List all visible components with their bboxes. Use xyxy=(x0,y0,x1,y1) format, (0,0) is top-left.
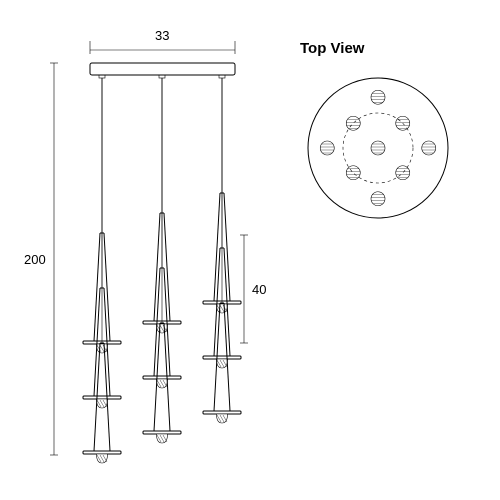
dim-pendant-label: 40 xyxy=(252,282,266,297)
dim-height-label: 200 xyxy=(24,252,46,267)
diagram-stage: 33 200 40 Top View xyxy=(0,0,500,500)
drawing-svg xyxy=(0,0,500,500)
dim-width-label: 33 xyxy=(155,28,169,43)
top-view-title: Top View xyxy=(300,40,364,57)
